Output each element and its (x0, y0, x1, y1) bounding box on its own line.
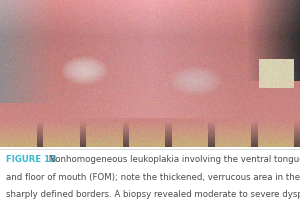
Text: Nonhomogeneous leukoplakia involving the ventral tongue: Nonhomogeneous leukoplakia involving the… (46, 154, 300, 163)
Text: and floor of mouth (FOM); note the thickened, verrucous area in the FOM and: and floor of mouth (FOM); note the thick… (6, 172, 300, 181)
Text: sharply defined borders. A biopsy revealed moderate to severe dysplasia.: sharply defined borders. A biopsy reveal… (6, 190, 300, 199)
Text: FIGURE 1B.: FIGURE 1B. (6, 154, 60, 163)
